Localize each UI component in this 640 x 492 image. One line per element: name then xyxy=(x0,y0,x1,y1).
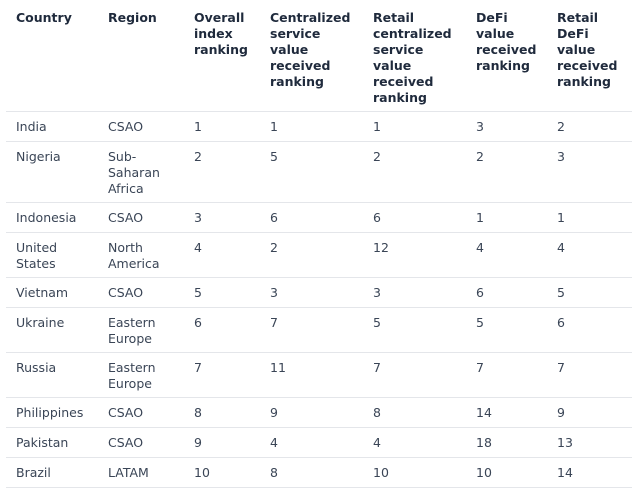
cell-centralized-service-ranking: 1 xyxy=(260,111,363,142)
cell-retail-centralized-service-ranking: 4 xyxy=(363,427,466,458)
cell-country: United States xyxy=(6,232,98,278)
cell-centralized-service-ranking: 11 xyxy=(260,352,363,398)
cell-retail-defi-value-ranking: 2 xyxy=(547,111,632,142)
crypto-adoption-table-container: Country Region Overall index ranking Cen… xyxy=(6,6,632,488)
cell-retail-defi-value-ranking: 4 xyxy=(547,232,632,278)
cell-overall-index-ranking: 3 xyxy=(184,202,260,233)
cell-region: CSAO xyxy=(98,111,184,142)
table-row: Philippines CSAO 8 9 8 14 9 xyxy=(6,397,632,428)
cell-retail-centralized-service-ranking: 7 xyxy=(363,352,466,398)
cell-overall-index-ranking: 5 xyxy=(184,277,260,308)
cell-retail-centralized-service-ranking: 8 xyxy=(363,397,466,428)
cell-retail-defi-value-ranking: 3 xyxy=(547,141,632,203)
cell-defi-value-ranking: 3 xyxy=(466,111,547,142)
crypto-adoption-ranking-table: Country Region Overall index ranking Cen… xyxy=(6,6,632,488)
cell-retail-centralized-service-ranking: 12 xyxy=(363,232,466,278)
cell-region: CSAO xyxy=(98,202,184,233)
table-row: Pakistan CSAO 9 4 4 18 13 xyxy=(6,427,632,458)
header-retail-defi-value-ranking: Retail DeFi value received ranking xyxy=(547,6,632,112)
header-retail-centralized-service-ranking: Retail centralized service value receive… xyxy=(363,6,466,112)
table-row: Brazil LATAM 10 8 10 10 14 xyxy=(6,457,632,488)
cell-centralized-service-ranking: 6 xyxy=(260,202,363,233)
cell-country: Pakistan xyxy=(6,427,98,458)
cell-overall-index-ranking: 8 xyxy=(184,397,260,428)
cell-centralized-service-ranking: 2 xyxy=(260,232,363,278)
cell-retail-defi-value-ranking: 13 xyxy=(547,427,632,458)
cell-overall-index-ranking: 7 xyxy=(184,352,260,398)
cell-overall-index-ranking: 4 xyxy=(184,232,260,278)
cell-region: CSAO xyxy=(98,427,184,458)
table-row: Indonesia CSAO 3 6 6 1 1 xyxy=(6,202,632,233)
table-row: Nigeria Sub-Saharan Africa 2 5 2 2 3 xyxy=(6,141,632,203)
cell-retail-defi-value-ranking: 9 xyxy=(547,397,632,428)
cell-retail-defi-value-ranking: 1 xyxy=(547,202,632,233)
cell-defi-value-ranking: 14 xyxy=(466,397,547,428)
cell-centralized-service-ranking: 3 xyxy=(260,277,363,308)
table-row: Ukraine Eastern Europe 6 7 5 5 6 xyxy=(6,307,632,353)
cell-country: Ukraine xyxy=(6,307,98,353)
cell-centralized-service-ranking: 9 xyxy=(260,397,363,428)
cell-country: Vietnam xyxy=(6,277,98,308)
cell-defi-value-ranking: 6 xyxy=(466,277,547,308)
cell-defi-value-ranking: 18 xyxy=(466,427,547,458)
table-row: India CSAO 1 1 1 3 2 xyxy=(6,111,632,142)
cell-country: India xyxy=(6,111,98,142)
header-centralized-service-ranking: Centralized service value received ranki… xyxy=(260,6,363,112)
table-header: Country Region Overall index ranking Cen… xyxy=(6,6,632,112)
cell-defi-value-ranking: 4 xyxy=(466,232,547,278)
cell-defi-value-ranking: 7 xyxy=(466,352,547,398)
cell-region: North America xyxy=(98,232,184,278)
cell-retail-centralized-service-ranking: 10 xyxy=(363,457,466,488)
cell-retail-defi-value-ranking: 14 xyxy=(547,457,632,488)
cell-region: Sub-Saharan Africa xyxy=(98,141,184,203)
cell-retail-defi-value-ranking: 5 xyxy=(547,277,632,308)
cell-overall-index-ranking: 2 xyxy=(184,141,260,203)
cell-centralized-service-ranking: 5 xyxy=(260,141,363,203)
header-defi-value-ranking: DeFi value received ranking xyxy=(466,6,547,112)
cell-retail-centralized-service-ranking: 6 xyxy=(363,202,466,233)
cell-overall-index-ranking: 1 xyxy=(184,111,260,142)
cell-country: Philippines xyxy=(6,397,98,428)
cell-retail-defi-value-ranking: 7 xyxy=(547,352,632,398)
table-row: Russia Eastern Europe 7 11 7 7 7 xyxy=(6,352,632,398)
cell-region: CSAO xyxy=(98,397,184,428)
cell-defi-value-ranking: 10 xyxy=(466,457,547,488)
header-row: Country Region Overall index ranking Cen… xyxy=(6,6,632,112)
cell-region: Eastern Europe xyxy=(98,307,184,353)
cell-defi-value-ranking: 1 xyxy=(466,202,547,233)
cell-overall-index-ranking: 6 xyxy=(184,307,260,353)
cell-centralized-service-ranking: 4 xyxy=(260,427,363,458)
header-overall-index-ranking: Overall index ranking xyxy=(184,6,260,112)
cell-defi-value-ranking: 5 xyxy=(466,307,547,353)
table-body: India CSAO 1 1 1 3 2 Nigeria Sub-Saharan… xyxy=(6,111,632,488)
cell-country: Indonesia xyxy=(6,202,98,233)
cell-retail-centralized-service-ranking: 3 xyxy=(363,277,466,308)
cell-overall-index-ranking: 10 xyxy=(184,457,260,488)
header-country: Country xyxy=(6,6,98,112)
table-row: United States North America 4 2 12 4 4 xyxy=(6,232,632,278)
cell-region: Eastern Europe xyxy=(98,352,184,398)
cell-retail-centralized-service-ranking: 2 xyxy=(363,141,466,203)
cell-country: Brazil xyxy=(6,457,98,488)
header-region: Region xyxy=(98,6,184,112)
cell-defi-value-ranking: 2 xyxy=(466,141,547,203)
table-row: Vietnam CSAO 5 3 3 6 5 xyxy=(6,277,632,308)
cell-centralized-service-ranking: 8 xyxy=(260,457,363,488)
cell-country: Russia xyxy=(6,352,98,398)
cell-retail-centralized-service-ranking: 5 xyxy=(363,307,466,353)
cell-country: Nigeria xyxy=(6,141,98,203)
cell-retail-defi-value-ranking: 6 xyxy=(547,307,632,353)
cell-centralized-service-ranking: 7 xyxy=(260,307,363,353)
cell-region: LATAM xyxy=(98,457,184,488)
cell-retail-centralized-service-ranking: 1 xyxy=(363,111,466,142)
cell-region: CSAO xyxy=(98,277,184,308)
cell-overall-index-ranking: 9 xyxy=(184,427,260,458)
